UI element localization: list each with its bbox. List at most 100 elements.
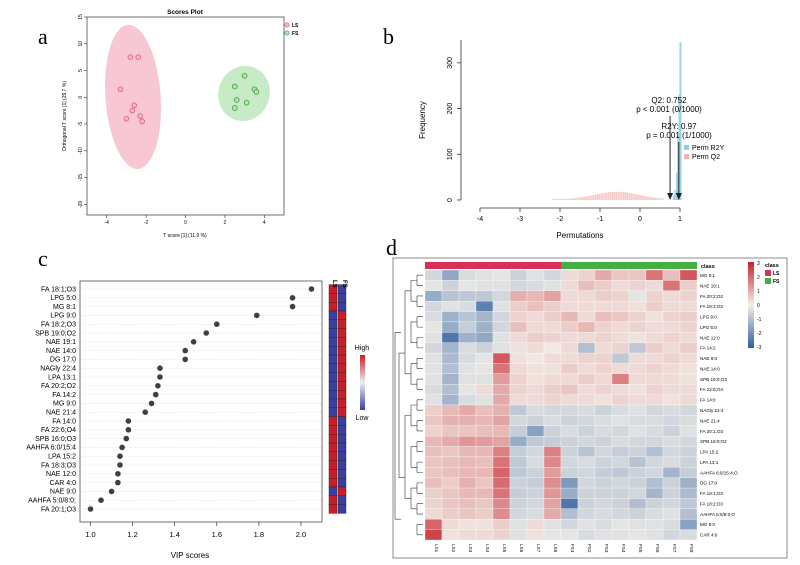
vip-ls-cell (328, 310, 338, 321)
q2-perm-bar (600, 193, 603, 200)
heatmap-row-label: AAHFA 6:0/15:4;O (700, 470, 738, 475)
vip-fs-cell (337, 363, 347, 373)
heatmap-row-label: NAE 21:4 (700, 418, 720, 423)
heatmap-cell (526, 487, 545, 499)
heatmap-cell (679, 529, 698, 541)
heatmap-cell (475, 394, 494, 406)
heatmap-cell (662, 384, 681, 395)
heatmap-cell (560, 301, 579, 312)
vip-plot-frame (79, 280, 323, 523)
heatmap-col-label: LS1 (434, 544, 439, 553)
heatmap-cell (475, 384, 494, 395)
heatmap-row-label: SPB 19:0;O2 (700, 439, 727, 444)
vip-dot (152, 391, 159, 398)
heatmap-cell (662, 301, 681, 312)
heatmap-cell (560, 436, 579, 447)
vip-xtick-label: 1.2 (127, 530, 137, 539)
heatmap-cell (577, 280, 596, 291)
q2-perm-bar (658, 198, 660, 200)
heatmap-cell (441, 508, 460, 520)
heatmap-cell (679, 415, 698, 426)
heatmap-cell (577, 498, 596, 509)
heatmap-cell (424, 508, 443, 520)
heatmap-cell (628, 280, 647, 291)
heatmap-cell (424, 467, 443, 478)
heatmap-cell (662, 280, 681, 291)
heatmap-cell (577, 301, 596, 312)
heatmap-cell (424, 436, 443, 447)
perm-xtick-label: -2 (557, 216, 563, 223)
q2-perm-bar (608, 192, 610, 200)
q2-perm-bar (649, 196, 651, 200)
heatmap-cell (577, 519, 596, 530)
heatmap-cell (628, 384, 647, 395)
score-point-ls (129, 107, 136, 114)
heatmap-cell (526, 321, 545, 333)
heatmap-cell (492, 487, 511, 499)
heatmap-cell (492, 508, 511, 520)
heatmap-cell (543, 363, 562, 374)
vip-feature-label: MG 8:1 (53, 304, 76, 311)
vip-fs-cell (337, 460, 347, 470)
vip-feature-label: FA 14:0 (52, 418, 76, 425)
scores-ytick-label: -10 (78, 147, 84, 154)
heatmap-cell (560, 404, 579, 416)
heatmap-cell (424, 290, 443, 302)
heatmap-cell (594, 363, 613, 374)
heatmap-cell (611, 529, 630, 541)
q2-perm-bar (581, 197, 584, 200)
heatmap-cell (509, 487, 528, 499)
heatmap-cell (543, 394, 562, 406)
heatmap-cell (509, 394, 528, 406)
vip-dot (289, 295, 296, 301)
heatmap-col-label: FS8 (689, 544, 694, 553)
heatmap-cell (475, 477, 494, 489)
heatmap-cell (611, 394, 630, 406)
heatmap-cell (526, 477, 545, 489)
class-bar-cell (544, 262, 561, 269)
heatmap-cell (594, 529, 613, 541)
heatmap-cell (441, 321, 460, 333)
heatmap-cell (628, 373, 647, 385)
heatmap-cell (611, 519, 630, 530)
heatmap-cell (424, 373, 443, 385)
heatmap-cell (509, 404, 528, 416)
heatmap-cell (679, 290, 698, 302)
heatmap-cell (611, 373, 630, 385)
heatmap-cell (475, 342, 494, 354)
scores-xtick-label: -2 (144, 220, 149, 226)
heatmap-cell (560, 477, 579, 489)
heatmap-cell (679, 487, 698, 499)
heatmap-cell (543, 436, 562, 447)
heatmap-cell (526, 352, 545, 364)
panel-label-c: c (38, 246, 48, 271)
heatmap-cell (662, 425, 681, 437)
heatmap-cell (424, 477, 443, 489)
q2-perm-bar (583, 196, 586, 200)
heatmap-cell (526, 498, 545, 509)
heatmap-cell (458, 467, 477, 478)
heatmap-cell (577, 384, 596, 395)
heatmap-cell (526, 456, 545, 468)
q2-perm-bar (578, 197, 580, 200)
vip-dot (117, 453, 123, 460)
heatmap-cell (543, 311, 562, 323)
panel-label-a: a (38, 24, 48, 49)
scores-ytick-label: -15 (78, 174, 84, 181)
heatmap-cell (441, 456, 460, 468)
score-point-ls (127, 54, 134, 60)
heatmap-cell (628, 321, 647, 333)
heatmap-cell (662, 519, 681, 530)
heatmap-cell (424, 519, 443, 530)
q2-perm-bar (604, 192, 606, 200)
heatmap-row-label: FA 14:2 (700, 346, 716, 351)
vip-ls-cell (328, 381, 338, 391)
class-bar-cell (629, 262, 646, 269)
heatmap-cell (424, 446, 443, 458)
q2-perm-bar (613, 191, 616, 200)
vip-feature-label: NAE 12:0 (46, 471, 76, 478)
heatmap-cell (475, 290, 494, 302)
heatmap-row-label: MG 8:1 (700, 273, 716, 278)
r2y-perm-bar (672, 195, 675, 200)
class-bar-cell (510, 262, 527, 269)
